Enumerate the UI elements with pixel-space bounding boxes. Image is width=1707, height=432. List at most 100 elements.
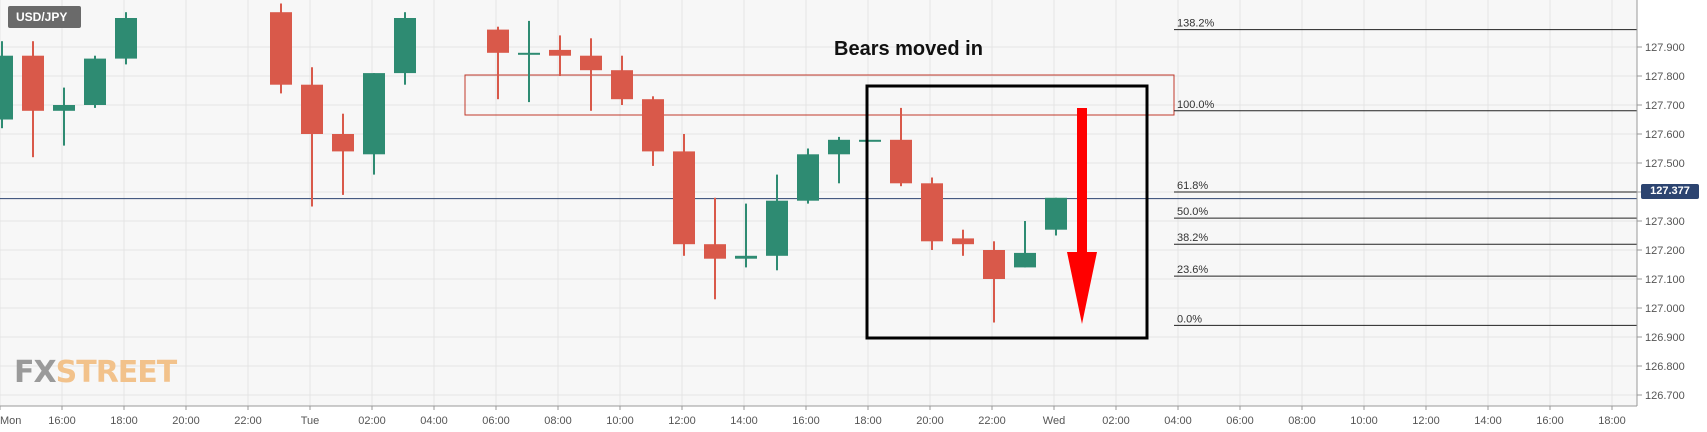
x-tick-label: 06:00 [482,415,510,427]
candle [1014,221,1036,268]
y-tick-label: 126.900 [1645,332,1685,344]
x-tick-label: 08:00 [1288,415,1316,427]
candle-body [859,139,881,142]
candles [0,3,1067,323]
y-tick-label: 127.700 [1645,100,1685,112]
annotation-text: Bears moved in [834,38,983,60]
candle [53,87,75,146]
candle-body [797,154,819,201]
fib-level-label: 61.8% [1177,180,1208,192]
candle-body [270,12,292,85]
candle [983,241,1005,323]
candle [642,96,664,166]
x-tick-label: 12:00 [668,415,696,427]
candle-body [735,255,757,259]
candle [301,67,323,207]
x-tick-label: Mon [0,415,21,427]
candle-body [394,18,416,74]
candle-body [611,70,633,100]
fib-level-label: 100.0% [1177,99,1215,111]
x-tick-label: 02:00 [358,415,386,427]
candle [735,203,757,268]
candle [921,177,943,250]
fibonacci-levels: 138.2% 100.0% 61.8% 50.0% 38.2% 23.6% 0.0% [1174,18,1637,326]
candle-body [983,250,1005,279]
x-tick-label: 20:00 [916,415,944,427]
x-tick-label: Tue [301,415,320,427]
candle-body [22,55,44,111]
y-tick-label: 127.200 [1645,245,1685,257]
candle-body [673,151,695,245]
fib-level-label: 50.0% [1177,206,1208,218]
logo-street: STREET [55,355,178,390]
candle-body [363,73,385,155]
resistance-zone [464,74,1175,116]
y-tick-label: 127.300 [1645,216,1685,228]
x-tick-label: 14:00 [1474,415,1502,427]
y-tick-label: 127.100 [1645,274,1685,286]
logo-fx: FX [14,355,57,390]
candle [332,113,354,195]
y-tick-label: 127.600 [1645,129,1685,141]
candle [1045,197,1067,236]
candle [704,197,726,300]
x-tick-label: 16:00 [1536,415,1564,427]
x-tick-label: 14:00 [730,415,758,427]
x-tick-label: Wed [1043,415,1065,427]
fib-level-label: 23.6% [1177,264,1208,276]
fib-level-label: 138.2% [1177,18,1215,30]
fib-level-label: 0.0% [1177,313,1202,325]
candle [828,136,850,184]
x-tick-label: 18:00 [110,415,138,427]
candle [0,41,13,129]
x-tick-label: 10:00 [1350,415,1378,427]
candle-body [115,18,137,59]
candle-body [766,200,788,256]
candle-body [642,99,664,152]
x-tick-label: 16:00 [792,415,820,427]
candle-body [952,238,974,245]
fib-level-label: 38.2% [1177,232,1208,244]
candle [766,174,788,271]
x-tick-label: 12:00 [1412,415,1440,427]
x-tick-label: 18:00 [854,415,882,427]
candle [952,229,974,256]
x-tick-label: 22:00 [234,415,262,427]
symbol-badge: USD/JPY [8,6,82,28]
candle [890,107,912,187]
y-tick-label: 127.800 [1645,71,1685,83]
candle [22,41,44,158]
candle-body [828,139,850,155]
candle-body [332,134,354,152]
candle [394,12,416,85]
y-tick-label: 126.800 [1645,361,1685,373]
candle-body [518,52,540,55]
x-tick-label: 22:00 [978,415,1006,427]
x-tick-label: 18:00 [1598,415,1626,427]
candle [580,38,602,111]
candle [549,35,571,76]
candle-body [1014,252,1036,268]
candle [363,73,385,175]
x-tick-label: 20:00 [172,415,200,427]
candle-body [890,139,912,184]
x-tick-label: 16:00 [48,415,76,427]
candle [611,55,633,105]
candle-body [580,55,602,71]
x-tick-label: 08:00 [544,415,572,427]
candle-body [0,55,13,120]
candle [487,26,509,100]
arrow-head [1067,252,1097,324]
x-tick-label: 06:00 [1226,415,1254,427]
fxstreet-logo: FXSTREET [14,355,178,390]
candle [270,3,292,94]
grid-lines [0,0,1637,406]
axes: 127.900127.800127.700127.600127.500127.4… [0,0,1685,427]
overlays [865,84,1149,340]
y-tick-label: 127.900 [1645,42,1685,54]
candle-body [487,29,509,53]
x-tick-label: 04:00 [420,415,448,427]
candle [859,139,881,142]
candle-body [1045,197,1067,230]
